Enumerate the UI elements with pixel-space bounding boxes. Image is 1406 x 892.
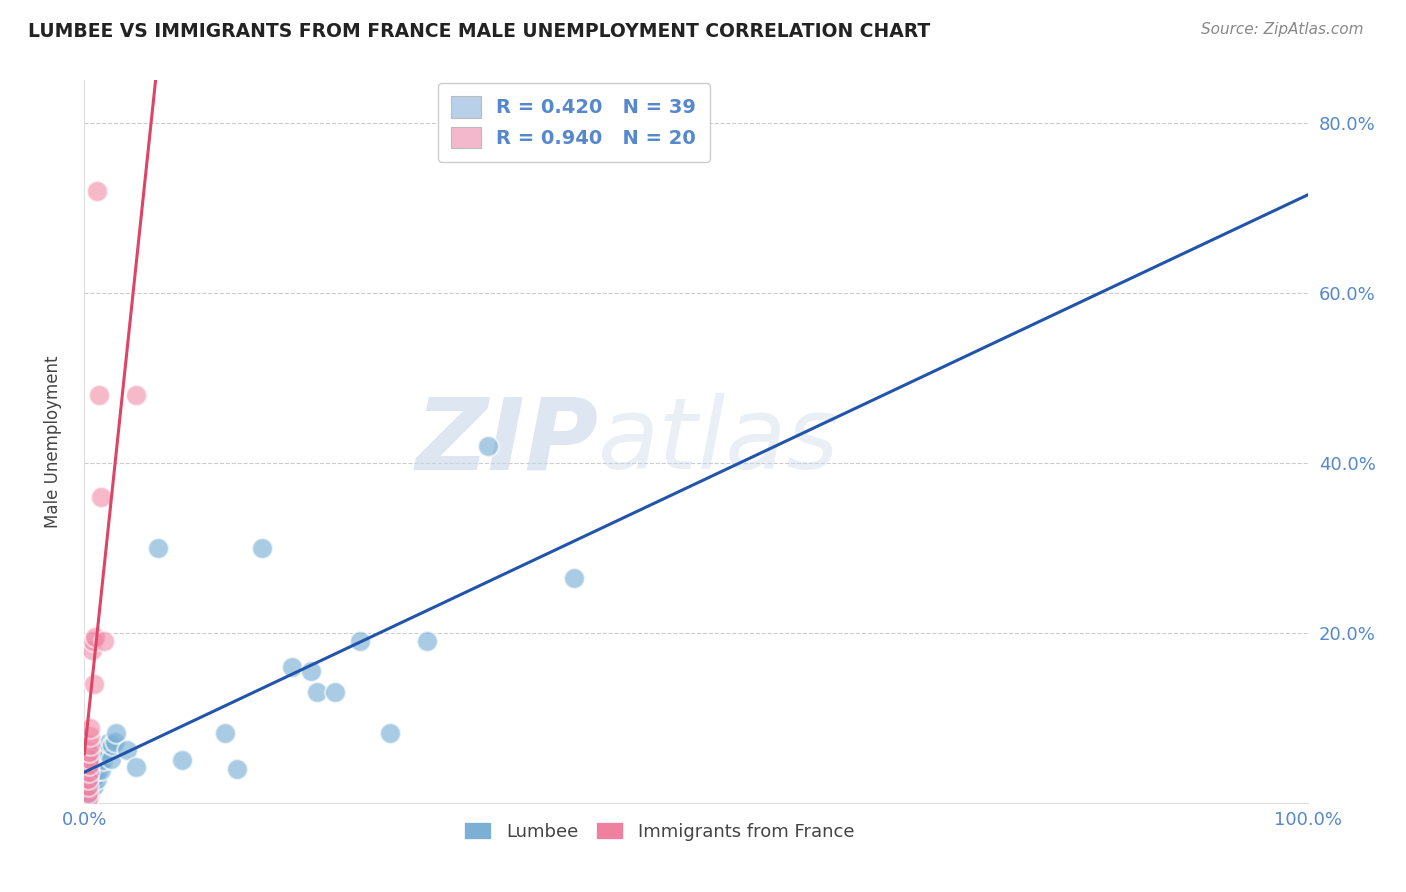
Point xyxy=(80,774,103,789)
Point xyxy=(93,634,115,648)
Point xyxy=(562,570,585,584)
Point xyxy=(105,726,128,740)
Point xyxy=(77,765,100,780)
Point xyxy=(79,738,101,752)
Point xyxy=(77,786,100,800)
Point xyxy=(83,779,105,793)
Point xyxy=(97,736,120,750)
Point xyxy=(87,764,110,778)
Point xyxy=(416,634,439,648)
Point xyxy=(83,770,105,784)
Point xyxy=(84,630,107,644)
Point xyxy=(79,730,101,744)
Point xyxy=(77,770,100,784)
Point xyxy=(477,439,499,453)
Point xyxy=(115,743,138,757)
Text: Source: ZipAtlas.com: Source: ZipAtlas.com xyxy=(1201,22,1364,37)
Text: LUMBEE VS IMMIGRANTS FROM FRANCE MALE UNEMPLOYMENT CORRELATION CHART: LUMBEE VS IMMIGRANTS FROM FRANCE MALE UN… xyxy=(28,22,931,41)
Point xyxy=(77,772,100,786)
Point xyxy=(125,388,148,402)
Point xyxy=(91,753,114,767)
Point xyxy=(79,780,101,795)
Point xyxy=(83,677,105,691)
Point xyxy=(82,634,104,648)
Point xyxy=(349,634,371,648)
Point xyxy=(100,751,122,765)
Point xyxy=(305,685,328,699)
Legend: Lumbee, Immigrants from France: Lumbee, Immigrants from France xyxy=(457,814,862,848)
Point xyxy=(77,758,100,772)
Point xyxy=(86,772,108,786)
Point xyxy=(79,787,101,801)
Point xyxy=(146,541,169,555)
Point xyxy=(101,738,124,752)
Point xyxy=(86,184,108,198)
Point xyxy=(84,762,107,776)
Point xyxy=(214,726,236,740)
Point xyxy=(87,755,110,769)
Point xyxy=(80,642,103,657)
Point xyxy=(77,777,100,791)
Point xyxy=(90,764,112,778)
Point xyxy=(80,766,103,780)
Point xyxy=(79,721,101,735)
Point xyxy=(77,779,100,793)
Point xyxy=(77,783,100,797)
Point xyxy=(104,734,127,748)
Point xyxy=(323,685,346,699)
Point xyxy=(226,762,249,776)
Point xyxy=(77,751,100,765)
Y-axis label: Male Unemployment: Male Unemployment xyxy=(44,355,62,528)
Point xyxy=(125,760,148,774)
Point xyxy=(250,541,273,555)
Point xyxy=(77,745,100,759)
Point xyxy=(299,664,322,678)
Text: atlas: atlas xyxy=(598,393,839,490)
Point xyxy=(90,490,112,504)
Text: ZIP: ZIP xyxy=(415,393,598,490)
Point xyxy=(281,660,304,674)
Point xyxy=(172,753,194,767)
Point xyxy=(87,747,110,761)
Point xyxy=(77,791,100,805)
Point xyxy=(96,745,118,759)
Point xyxy=(77,791,100,805)
Point xyxy=(87,388,110,402)
Point xyxy=(380,726,402,740)
